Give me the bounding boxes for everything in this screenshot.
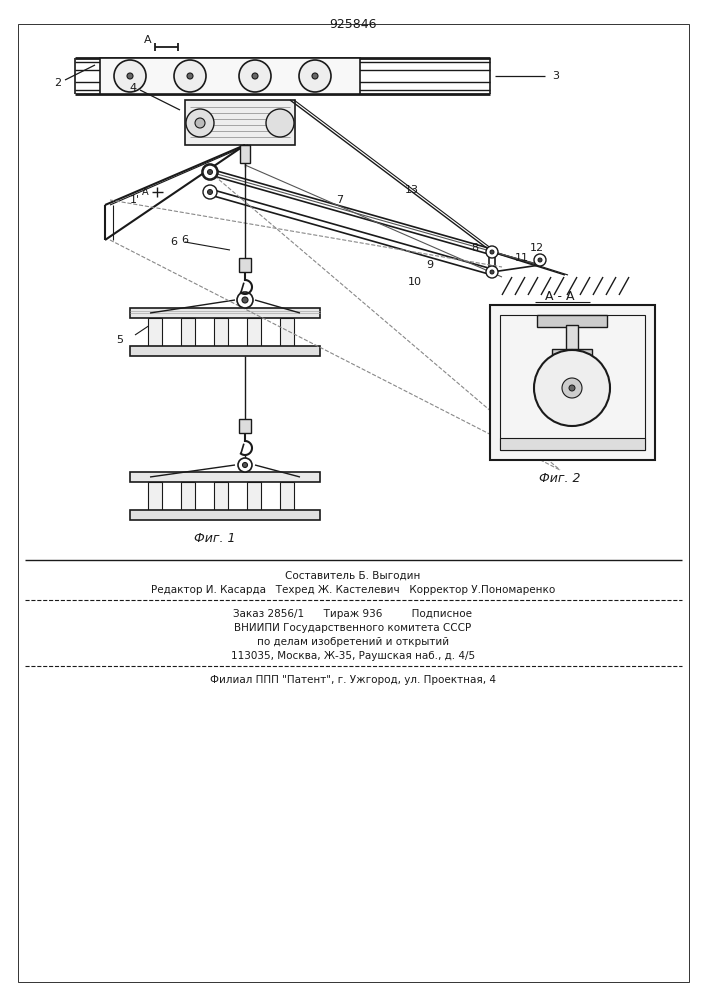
Bar [130, 510, 320, 520]
Bar [566, 325, 578, 350]
Text: 6: 6 [182, 235, 189, 245]
Circle shape [186, 109, 214, 137]
Circle shape [486, 246, 498, 258]
Circle shape [187, 73, 193, 79]
Text: 7: 7 [337, 195, 344, 205]
Circle shape [203, 165, 217, 179]
Circle shape [490, 250, 494, 254]
Circle shape [203, 185, 217, 199]
Bar [214, 318, 228, 348]
Circle shape [195, 118, 205, 128]
Bar [247, 318, 261, 348]
Text: А - А: А - А [545, 290, 575, 304]
Circle shape [242, 297, 248, 303]
Text: Заказ 2856/1      Тираж 936         Подписное: Заказ 2856/1 Тираж 936 Подписное [233, 609, 472, 619]
Circle shape [207, 169, 213, 175]
Bar [500, 315, 645, 450]
Circle shape [114, 60, 146, 92]
Bar [100, 58, 360, 94]
Circle shape [562, 378, 582, 398]
Circle shape [538, 258, 542, 262]
Circle shape [486, 266, 498, 278]
Circle shape [490, 270, 494, 274]
Circle shape [569, 385, 575, 391]
Bar [552, 349, 592, 357]
Text: 4: 4 [129, 83, 136, 93]
Text: Филиал ППП "Патент", г. Ужгород, ул. Проектная, 4: Филиал ППП "Патент", г. Ужгород, ул. Про… [210, 675, 496, 685]
Bar [148, 482, 162, 512]
Text: 8: 8 [472, 243, 479, 253]
Text: А: А [144, 35, 152, 45]
Bar [239, 258, 251, 272]
Bar [239, 419, 251, 433]
Text: 925846: 925846 [329, 18, 377, 31]
Circle shape [252, 73, 258, 79]
Text: Фиг. 1: Фиг. 1 [194, 532, 235, 544]
Circle shape [127, 73, 133, 79]
Text: 113035, Москва, Ж-35, Раушская наб., д. 4/5: 113035, Москва, Ж-35, Раушская наб., д. … [231, 651, 475, 661]
Text: Редактор И. Касарда   Техред Ж. Кастелевич   Корректор У.Пономаренко: Редактор И. Касарда Техред Ж. Кастелевич… [151, 585, 555, 595]
Circle shape [266, 109, 294, 137]
Bar [537, 315, 607, 327]
Text: по делам изобретений и открытий: по делам изобретений и открытий [257, 637, 449, 647]
Circle shape [312, 73, 318, 79]
Text: 6: 6 [170, 237, 177, 247]
Circle shape [299, 60, 331, 92]
Bar [280, 482, 294, 512]
Bar [130, 472, 320, 482]
Bar [130, 308, 320, 318]
Text: 13: 13 [405, 185, 419, 195]
Bar [181, 482, 195, 512]
Circle shape [239, 60, 271, 92]
Circle shape [202, 164, 218, 180]
Bar [490, 305, 655, 460]
Bar [148, 318, 162, 348]
Circle shape [207, 169, 213, 174]
Circle shape [207, 190, 213, 194]
Text: Составитель Б. Выгодин: Составитель Б. Выгодин [286, 571, 421, 581]
Text: ВНИИПИ Государственного комитета СССР: ВНИИПИ Государственного комитета СССР [235, 623, 472, 633]
Circle shape [243, 462, 247, 468]
Circle shape [237, 292, 253, 308]
Text: 1': 1' [130, 195, 140, 205]
Text: 3: 3 [552, 71, 559, 81]
Text: 5: 5 [117, 335, 124, 345]
Bar [240, 145, 250, 163]
Bar [130, 346, 320, 356]
Bar [181, 318, 195, 348]
Circle shape [238, 458, 252, 472]
Text: 9: 9 [426, 260, 433, 270]
Bar [214, 482, 228, 512]
Text: 11: 11 [515, 253, 529, 263]
Circle shape [534, 350, 610, 426]
Text: 12: 12 [530, 243, 544, 253]
Bar [500, 438, 645, 450]
Text: 10: 10 [408, 277, 422, 287]
Bar [280, 318, 294, 348]
Text: 2: 2 [54, 78, 62, 88]
Bar [247, 482, 261, 512]
Circle shape [534, 254, 546, 266]
Bar [185, 100, 295, 145]
Text: Фиг. 2: Фиг. 2 [539, 472, 580, 485]
Bar [568, 349, 576, 367]
Text: А: А [141, 187, 148, 197]
Circle shape [174, 60, 206, 92]
